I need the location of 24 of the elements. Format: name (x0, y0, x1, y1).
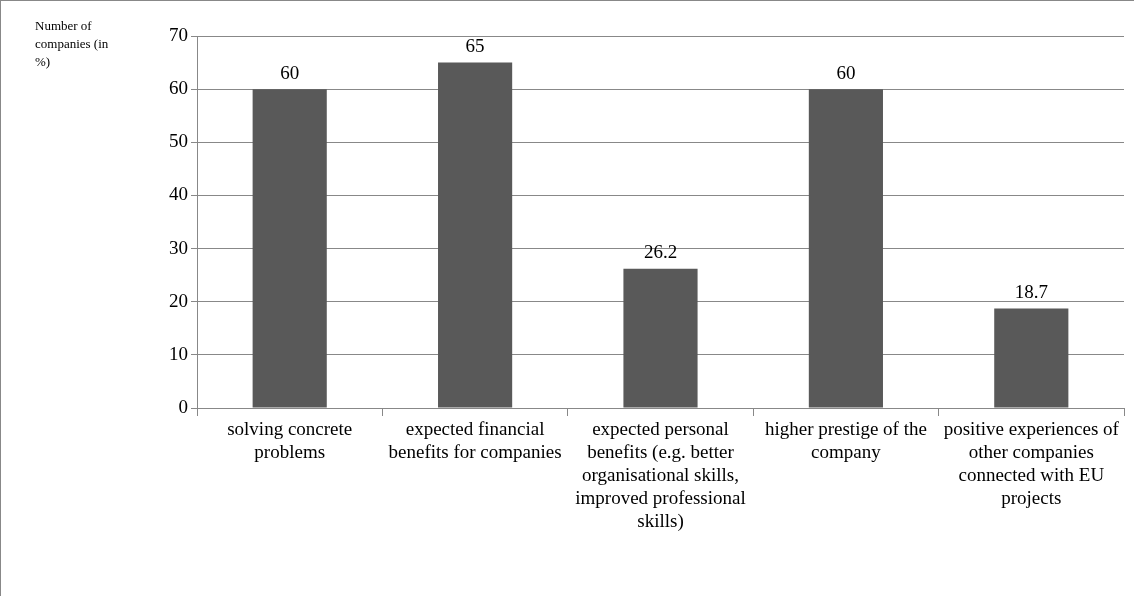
y-tick-label: 10 (169, 342, 188, 364)
x-tick-label: solving concrete problems (227, 418, 353, 463)
y-tick-label: 30 (169, 236, 188, 258)
bar (994, 308, 1069, 408)
y-tick-label: 40 (169, 183, 188, 205)
y-axis-title: Number of companies (in %) (35, 17, 110, 71)
y-tick-label: 20 (169, 289, 188, 311)
x-tick-label: higher prestige of the company (764, 418, 927, 463)
data-label: 26.2 (643, 241, 678, 263)
x-tick-label: expected financial benefits for companies (388, 418, 562, 463)
data-label: 65 (465, 35, 485, 57)
bar (252, 89, 327, 408)
y-tick-label: 60 (169, 77, 188, 99)
y-tick-label: 0 (178, 395, 188, 417)
y-tick-label: 70 (169, 23, 188, 45)
bar (623, 268, 698, 408)
x-tick-label: expected personal benefits (e.g. better organisational skills, improved professional skills) (575, 418, 746, 532)
bar (438, 62, 513, 408)
bar (808, 89, 883, 408)
data-label: 60 (280, 61, 300, 83)
data-label: 18.7 (1014, 281, 1048, 303)
y-tick-label: 50 (169, 130, 188, 152)
data-label: 60 (836, 61, 856, 83)
x-tick-label: positive experiences of other companies connected with EU projects (943, 418, 1120, 508)
